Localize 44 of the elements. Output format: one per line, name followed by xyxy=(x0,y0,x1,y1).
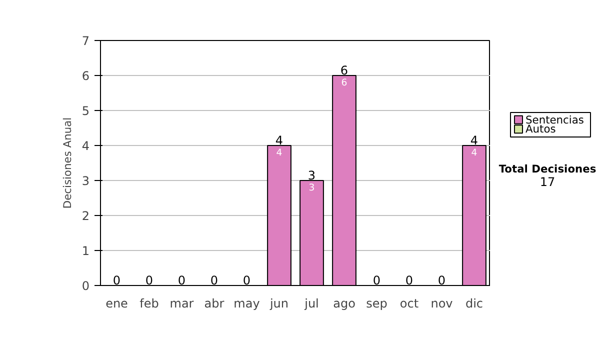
bar xyxy=(267,145,292,286)
total-label: 6 xyxy=(340,64,348,78)
x-tick-label: nov xyxy=(430,296,453,310)
data-label: 4 xyxy=(471,148,478,158)
x-tick-label: jun xyxy=(268,296,289,310)
y-tick-label: 1 xyxy=(82,244,90,258)
y-tick-label: 4 xyxy=(82,139,90,153)
total-label: 0 xyxy=(210,274,218,288)
x-tick-label: feb xyxy=(140,296,159,310)
total-label: 4 xyxy=(470,134,478,148)
data-label: 6 xyxy=(341,78,348,88)
total-label: 0 xyxy=(145,274,154,288)
total-label: 0 xyxy=(405,274,414,288)
x-tick-label: sep xyxy=(366,296,388,310)
text: 17 xyxy=(540,175,556,190)
x-tick-label: mar xyxy=(170,296,194,310)
y-tick-label: 2 xyxy=(82,209,90,223)
y-tick-label: 7 xyxy=(82,34,90,48)
x-tick-label: abr xyxy=(204,296,224,310)
total-label: 0 xyxy=(438,274,446,288)
y-tick-label: 3 xyxy=(82,174,90,188)
y-tick-label: 5 xyxy=(82,104,90,118)
text: Total Decisiones xyxy=(498,162,596,176)
y-axis-title: Decisiones Anual xyxy=(60,117,74,209)
y-tick-label: 6 xyxy=(82,69,90,83)
bar xyxy=(462,145,486,286)
total-label: 0 xyxy=(242,274,251,288)
total-label: 3 xyxy=(308,168,316,182)
total-label: 0 xyxy=(178,274,186,288)
data-label: 4 xyxy=(276,148,282,158)
legend-label: Autos xyxy=(526,122,556,136)
total-label: 0 xyxy=(112,274,121,288)
total-label: 0 xyxy=(372,274,381,288)
x-tick-label: ene xyxy=(106,296,128,310)
x-tick-label: may xyxy=(234,296,260,310)
y-tick-label: 0 xyxy=(82,279,90,293)
data-label: 3 xyxy=(308,182,315,194)
x-tick-label: ago xyxy=(333,296,356,310)
x-tick-label: jul xyxy=(304,296,319,310)
bar xyxy=(332,75,356,286)
total-label: 4 xyxy=(275,134,284,148)
bar xyxy=(300,180,324,286)
x-tick-label: oct xyxy=(400,296,419,310)
x-tick-label: dic xyxy=(465,296,484,310)
